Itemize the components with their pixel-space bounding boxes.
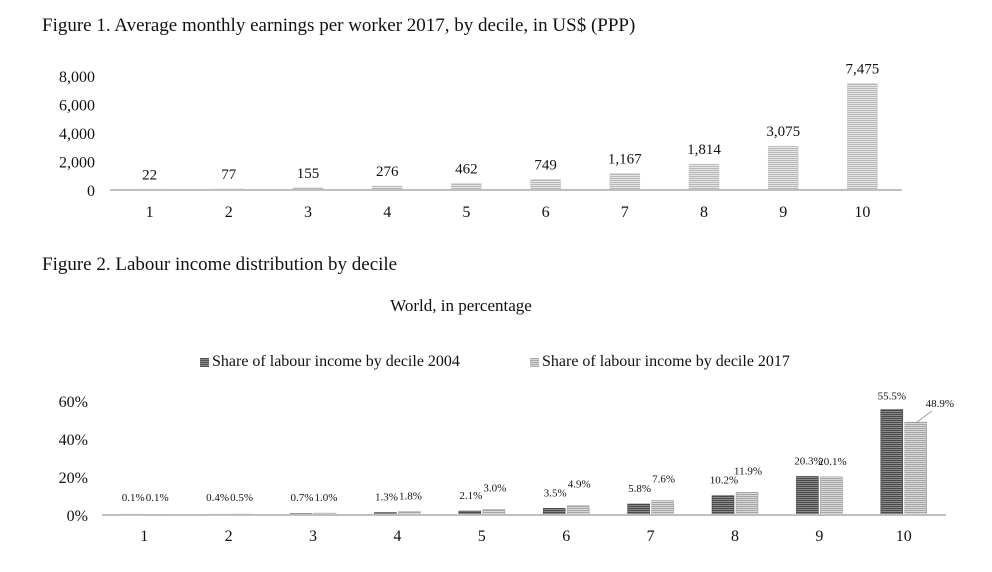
fig1-bar [847, 83, 878, 191]
fig1-xtick-label: 7 [621, 204, 629, 221]
fig1-data-label: 7,475 [846, 61, 880, 77]
fig2-data-label-2017: 7.6% [652, 474, 675, 486]
figure2-title: Figure 2. Labour income distribution by … [42, 254, 398, 275]
fig2-data-label-2017: 3.0% [483, 482, 506, 494]
fig2-ytick-label: 20% [59, 470, 88, 487]
legend-item-2004: Share of labour income by decile 2004 [200, 353, 460, 371]
fig2-data-label-2017: 20.1% [818, 456, 846, 468]
fig2-xtick-label: 4 [393, 528, 401, 545]
fig2-bar-2017 [904, 421, 928, 516]
fig2-data-label-2004: 2.1% [459, 490, 482, 502]
fig2-bar-2004 [796, 476, 819, 516]
fig1-ytick-label: 6,000 [59, 98, 95, 115]
fig2-data-label-2017: 1.0% [315, 492, 338, 504]
fig2-xtick-label: 6 [562, 528, 570, 545]
fig1-xtick-label: 5 [462, 204, 470, 221]
fig2-bar-2017 [566, 505, 590, 516]
fig2-data-label-2004: 20.3% [794, 455, 822, 467]
fig1-data-label: 3,075 [766, 124, 800, 140]
figure1-chart: 8,000 6,000 4,000 2,000 0 22 1 77 2 155 3 276 4 462 5 7… [59, 61, 902, 221]
fig1-data-label: 77 [221, 167, 237, 183]
fig1-ytick-label: 2,000 [59, 155, 95, 172]
fig1-xtick-label: 3 [304, 204, 312, 221]
fig2-xtick-label: 10 [896, 528, 912, 545]
fig1-xtick-label: 9 [779, 204, 787, 221]
fig2-bar-2004 [627, 503, 650, 516]
fig2-data-label-2017: 1.8% [399, 491, 422, 503]
fig1-data-label: 1,167 [608, 151, 642, 167]
fig1-xtick-label: 10 [854, 204, 870, 221]
fig1-bar [530, 179, 561, 191]
fig2-data-label-2004: 1.3% [375, 492, 398, 504]
fig2-xtick-label: 7 [647, 528, 655, 545]
legend-label-2004: Share of labour income by decile 2004 [212, 353, 460, 370]
fig2-leader-line [915, 410, 933, 424]
fig1-bar [767, 145, 799, 191]
fig1-bar [688, 163, 720, 191]
fig1-ytick-label: 8,000 [59, 69, 95, 86]
fig1-xtick-label: 2 [225, 204, 233, 221]
fig2-data-label-2017: 0.1% [146, 492, 169, 504]
fig2-ytick-label: 60% [59, 394, 88, 411]
fig1-data-label: 749 [534, 157, 557, 173]
fig2-data-label-2004: 0.1% [122, 492, 145, 504]
fig1-data-label: 462 [455, 161, 478, 177]
fig2-data-label-2004: 0.4% [206, 492, 229, 504]
fig1-xtick-label: 1 [146, 204, 154, 221]
fig1-xtick-label: 6 [542, 204, 550, 221]
fig2-xtick-label: 1 [140, 528, 148, 545]
fig2-data-label-2017: 48.9% [926, 398, 954, 410]
fig2-bar-2017 [820, 476, 843, 516]
fig2-data-label-2017: 11.9% [734, 465, 762, 477]
fig2-data-label-2017: 0.5% [230, 492, 253, 504]
fig1-data-label: 22 [142, 168, 157, 184]
fig2-data-label-2017: 4.9% [568, 479, 591, 491]
legend-label-2017: Share of labour income by decile 2017 [542, 353, 790, 370]
fig1-data-label: 155 [297, 166, 320, 182]
fig2-xtick-label: 3 [309, 528, 317, 545]
fig1-xtick-label: 4 [383, 204, 391, 221]
fig1-xtick-label: 8 [700, 204, 708, 221]
fig2-xtick-label: 2 [225, 528, 233, 545]
fig1-data-label: 1,814 [687, 142, 721, 158]
fig2-data-label-2004: 5.8% [628, 483, 651, 495]
fig1-ytick-label: 0 [87, 183, 95, 200]
fig2-xtick-label: 5 [478, 528, 486, 545]
fig2-data-label-2004: 3.5% [544, 487, 567, 499]
legend-item-2017: Share of labour income by decile 2017 [530, 353, 790, 371]
figure2-subtitle: World, in percentage [390, 296, 532, 315]
fig2-xtick-label: 8 [731, 528, 739, 545]
figure1-title: Figure 1. Average monthly earnings per w… [42, 15, 636, 36]
figure2-chart: 60% 40% 20% 0% 0.1% 0.1% 1 0.4% 0.5% 2 0.7% 1.0% 3 1.… [59, 391, 954, 545]
fig2-bar-2004 [880, 409, 904, 516]
fig2-ytick-label: 40% [59, 432, 88, 449]
legend-swatch-2017 [530, 357, 539, 367]
fig2-data-label-2004: 10.2% [710, 475, 738, 487]
fig1-ytick-label: 4,000 [59, 126, 95, 143]
fig2-bar-2017 [651, 500, 674, 516]
fig2-bar-2017 [735, 492, 759, 516]
fig2-ytick-label: 0% [67, 508, 88, 525]
fig2-data-label-2004: 55.5% [878, 391, 906, 403]
fig1-data-label: 276 [376, 164, 399, 180]
fig1-bar [609, 173, 641, 191]
fig2-xtick-label: 9 [815, 528, 823, 545]
legend-swatch-2004 [200, 357, 209, 367]
fig2-bar-2004 [711, 495, 735, 516]
fig2-data-label-2004: 0.7% [291, 492, 314, 504]
